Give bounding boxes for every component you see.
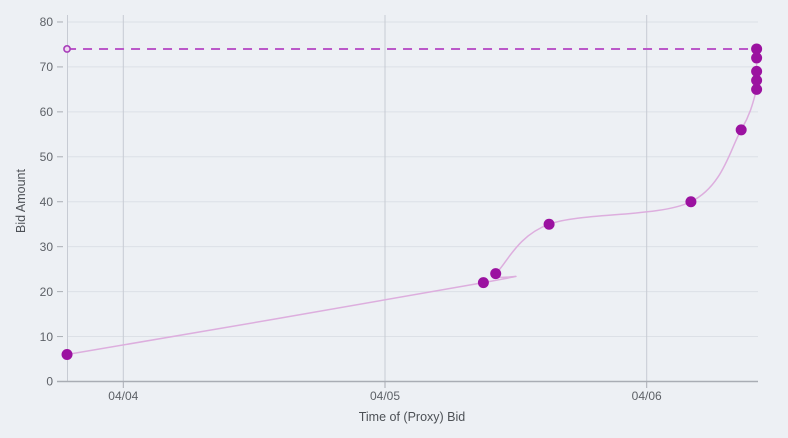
data-point[interactable] xyxy=(751,83,763,95)
data-point[interactable] xyxy=(685,196,697,208)
y-axis-title: Bid Amount xyxy=(14,169,28,233)
data-point[interactable] xyxy=(751,52,763,64)
plot-area[interactable] xyxy=(67,15,758,382)
data-point[interactable] xyxy=(751,43,763,55)
x-tick-label: 04/06 xyxy=(632,389,662,403)
axis-lines xyxy=(57,15,758,383)
data-point[interactable] xyxy=(477,277,489,289)
bid-data-points xyxy=(61,43,763,361)
data-point[interactable] xyxy=(61,349,73,361)
data-point[interactable] xyxy=(751,74,763,86)
y-tick-label: 10 xyxy=(40,330,54,344)
horizontal-gridlines xyxy=(67,21,758,338)
y-tick-label: 50 xyxy=(40,150,54,164)
y-tick-label: 20 xyxy=(40,285,54,299)
data-point[interactable] xyxy=(490,268,502,280)
y-tick-label: 60 xyxy=(40,105,54,119)
max-proxy-bid-line xyxy=(63,45,757,53)
y-tick-label: 0 xyxy=(46,375,53,389)
y-tick-labels: 0 10 20 30 40 50 60 70 80 xyxy=(40,15,54,389)
y-tick-label: 30 xyxy=(40,240,54,254)
x-tick-labels: 04/04 04/05 04/06 xyxy=(108,389,662,403)
data-point[interactable] xyxy=(735,124,747,136)
y-tick-label: 70 xyxy=(40,60,54,74)
x-axis-title: Time of (Proxy) Bid xyxy=(359,410,466,424)
x-tick-label: 04/04 xyxy=(108,389,138,403)
data-point[interactable] xyxy=(543,218,555,230)
y-tick-label: 40 xyxy=(40,195,54,209)
data-point[interactable] xyxy=(751,65,763,77)
x-tick-label: 04/05 xyxy=(370,389,400,403)
y-tick-label: 80 xyxy=(40,15,54,29)
tick-marks xyxy=(57,21,648,388)
proxy-start-marker[interactable] xyxy=(63,45,71,53)
vertical-gridlines xyxy=(122,15,648,382)
